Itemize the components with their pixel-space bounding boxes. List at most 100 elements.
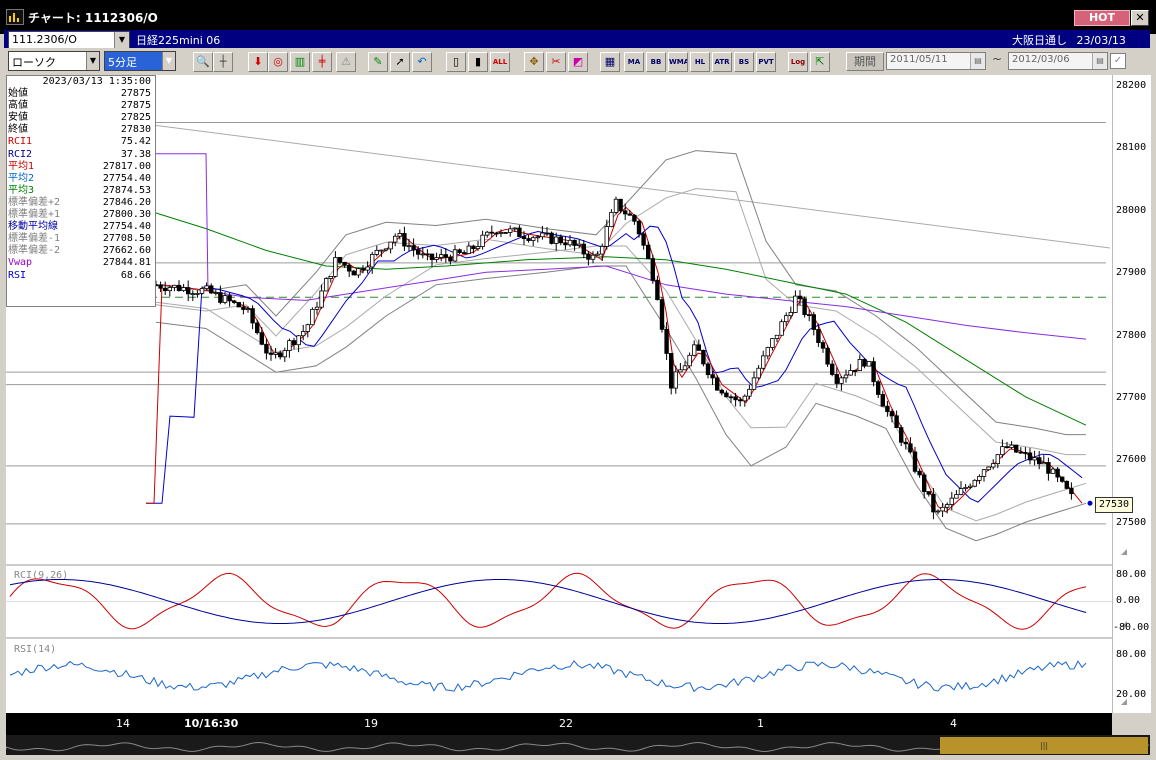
session-date-value: 23/03/13 bbox=[1076, 34, 1126, 47]
candle-body bbox=[167, 287, 172, 292]
log-button[interactable]: Log bbox=[788, 52, 808, 72]
candle-body bbox=[779, 321, 784, 336]
info-label: 終値 bbox=[8, 124, 28, 136]
bar-chart-icon[interactable]: ▥ bbox=[290, 52, 310, 72]
candle-body bbox=[448, 256, 453, 262]
candle-body bbox=[986, 466, 991, 471]
candle-body bbox=[761, 355, 766, 369]
candle-body bbox=[604, 226, 609, 247]
chart-svg[interactable]: RCI(9,26) RSI(14) bbox=[6, 75, 1112, 713]
info-row: 標準偏差-1 27708.50 bbox=[7, 233, 155, 245]
export-icon[interactable]: ⇱ bbox=[810, 52, 830, 72]
axis-marker bbox=[1121, 621, 1127, 627]
candle-box2-icon[interactable]: ▮ bbox=[468, 52, 488, 72]
candle-body bbox=[1000, 446, 1005, 456]
info-value: 27662.60 bbox=[102, 245, 151, 257]
wma-button[interactable]: WMA bbox=[668, 52, 688, 72]
chevron-down-icon[interactable]: ▼ bbox=[114, 32, 129, 48]
rsi-label: RSI(14) bbox=[14, 644, 56, 655]
candle-body bbox=[190, 293, 195, 296]
candle-icon[interactable]: ╪ bbox=[312, 52, 332, 72]
candle-body bbox=[162, 287, 168, 292]
candle-body bbox=[213, 292, 218, 294]
rci-axis-label: 80.00 bbox=[1116, 569, 1147, 580]
candle-body bbox=[264, 343, 269, 354]
crosshair-icon[interactable]: ┼ bbox=[213, 52, 233, 72]
candle-body bbox=[793, 295, 798, 313]
candle-body bbox=[609, 212, 614, 228]
chart-canvas[interactable]: RCI(9,26) RSI(14) bbox=[6, 75, 1112, 713]
candle-body bbox=[287, 340, 292, 351]
candle-body bbox=[158, 284, 163, 289]
symbol-code-select[interactable]: 111.2306/O ▼ bbox=[8, 31, 130, 49]
bollinger-lower2 bbox=[155, 265, 1087, 542]
bb-button[interactable]: BB bbox=[646, 52, 666, 72]
pvt-button[interactable]: PVT bbox=[756, 52, 776, 72]
hl-button[interactable]: HL bbox=[690, 52, 710, 72]
candle-body bbox=[512, 227, 517, 230]
chevron-down-icon[interactable]: ▼ bbox=[162, 52, 175, 70]
pencil-icon[interactable]: ✎ bbox=[368, 52, 388, 72]
period-button[interactable]: 期間 bbox=[846, 52, 884, 71]
target-icon[interactable]: ◎ bbox=[268, 52, 288, 72]
candle-body bbox=[839, 377, 844, 384]
grid-icon[interactable]: ▦ bbox=[600, 52, 620, 72]
candle-body bbox=[259, 332, 264, 345]
candle-body bbox=[866, 361, 872, 367]
ma-button[interactable]: MA bbox=[624, 52, 644, 72]
date-to-input[interactable]: 2012/03/06 ▤ bbox=[1008, 52, 1108, 70]
info-row: 平均2 27754.40 bbox=[7, 173, 155, 185]
candle-body bbox=[563, 242, 568, 246]
wrench-icon[interactable]: ✂ bbox=[546, 52, 566, 72]
candle-body bbox=[342, 261, 347, 266]
arrow-down-icon[interactable]: ⬇ bbox=[248, 52, 268, 72]
timeframe-select[interactable]: 5分足 ▼ bbox=[104, 51, 176, 71]
time-axis[interactable]: 14 10/16:30 19 22 1 4 bbox=[6, 713, 1112, 735]
title-bar[interactable]: チャート: 1112306/O HOT ✕ bbox=[0, 0, 1156, 34]
apply-checkbox[interactable]: ✓ bbox=[1110, 53, 1126, 69]
info-value: 27830 bbox=[120, 124, 151, 136]
palette-icon[interactable]: ◩ bbox=[568, 52, 588, 72]
candle-body bbox=[636, 220, 642, 235]
scroll-thumb[interactable]: ||| bbox=[940, 737, 1148, 754]
cursor-icon[interactable]: ➚ bbox=[390, 52, 410, 72]
candle-body bbox=[1032, 457, 1037, 461]
candle-body bbox=[908, 443, 913, 453]
candle-body bbox=[227, 295, 232, 302]
chart-app-icon bbox=[6, 9, 24, 25]
candle-body bbox=[420, 253, 425, 256]
candle-body bbox=[291, 340, 297, 346]
chart-type-select[interactable]: ローソク ▼ bbox=[8, 51, 100, 71]
candle-body bbox=[1023, 452, 1028, 454]
calendar-icon[interactable]: ▤ bbox=[1092, 53, 1107, 69]
chevron-down-icon[interactable]: ▼ bbox=[86, 52, 99, 70]
info-row: 高値 27875 bbox=[7, 100, 155, 112]
candle-body bbox=[369, 254, 375, 268]
all-button[interactable]: ALL bbox=[490, 52, 510, 72]
bollinger-upper2 bbox=[95, 150, 1086, 436]
hot-button[interactable]: HOT bbox=[1074, 10, 1130, 26]
candle-body bbox=[549, 232, 554, 244]
candle-body bbox=[945, 504, 950, 508]
date-from-input[interactable]: 2011/05/11 ▤ bbox=[886, 52, 986, 70]
undo-icon[interactable]: ↶ bbox=[412, 52, 432, 72]
info-label: 安値 bbox=[8, 112, 28, 124]
warning-icon[interactable]: ⚠ bbox=[336, 52, 356, 72]
candle-body bbox=[940, 506, 945, 512]
close-button[interactable]: ✕ bbox=[1131, 10, 1149, 26]
bs-button[interactable]: BS bbox=[734, 52, 754, 72]
bollinger-upper1 bbox=[95, 188, 1086, 456]
candle-body bbox=[894, 415, 899, 429]
candle-body bbox=[1018, 451, 1023, 454]
price-axis[interactable]: 28200 28100 28000 27900 27800 27700 2760… bbox=[1095, 75, 1151, 713]
candle-body bbox=[337, 257, 343, 263]
price-label: 27700 bbox=[1116, 392, 1147, 403]
candle-body bbox=[323, 278, 329, 292]
zoom-icon[interactable]: 🔍 bbox=[193, 52, 213, 72]
atr-button[interactable]: ATR bbox=[712, 52, 732, 72]
candle-box-icon[interactable]: ▯ bbox=[446, 52, 466, 72]
candle-body bbox=[461, 252, 467, 254]
tool-icon[interactable]: ✥ bbox=[524, 52, 544, 72]
candle-body bbox=[995, 454, 1000, 465]
calendar-icon[interactable]: ▤ bbox=[970, 53, 985, 69]
